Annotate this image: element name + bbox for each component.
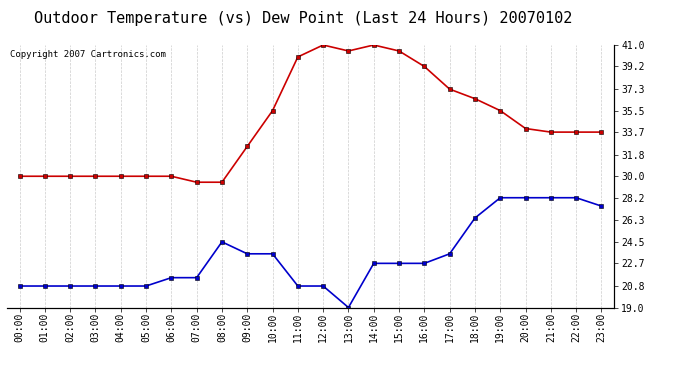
Text: Copyright 2007 Cartronics.com: Copyright 2007 Cartronics.com	[10, 50, 166, 59]
Text: Outdoor Temperature (vs) Dew Point (Last 24 Hours) 20070102: Outdoor Temperature (vs) Dew Point (Last…	[34, 11, 573, 26]
